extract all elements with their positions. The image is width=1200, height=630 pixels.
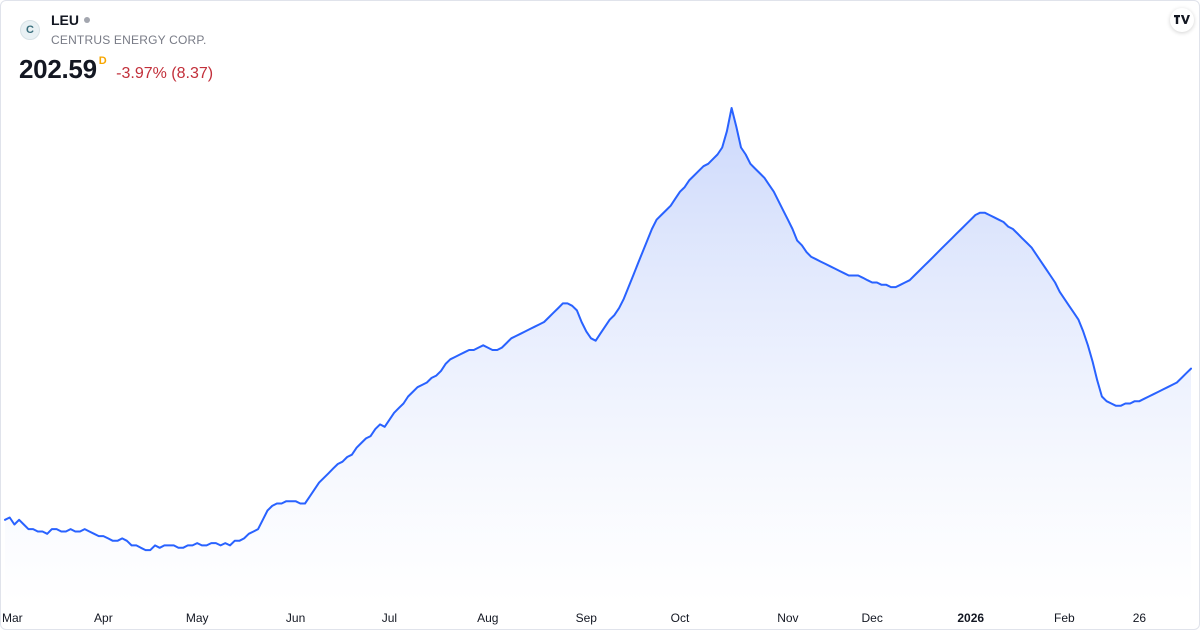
x-tick-label: Sep bbox=[576, 611, 598, 625]
x-tick-label: Dec bbox=[862, 611, 883, 625]
x-tick-label: Jul bbox=[382, 611, 397, 625]
company-logo[interactable]: C bbox=[20, 20, 40, 40]
price-change: -3.97% (8.37) bbox=[116, 65, 214, 82]
tradingview-logo-icon[interactable] bbox=[1170, 8, 1194, 32]
last-price: 202.59 bbox=[19, 54, 97, 84]
x-tick-label: Mar bbox=[2, 611, 23, 625]
x-tick-label: Oct bbox=[671, 611, 690, 625]
x-tick-label: Apr bbox=[94, 611, 113, 625]
x-tick-label: Jun bbox=[286, 611, 305, 625]
market-status-dot bbox=[84, 17, 90, 23]
price-flag: D bbox=[98, 55, 107, 67]
x-tick-label: Feb bbox=[1054, 611, 1075, 625]
x-tick-label: 26 bbox=[1133, 611, 1147, 625]
company-name: CENTRUS ENERGY CORP. bbox=[51, 33, 207, 47]
price-row: 202.59 D -3.97% (8.37) bbox=[19, 54, 213, 85]
x-axis: Mar Apr May Jun Jul Aug Sep Oct Nov Dec 2026 Feb 26 bbox=[2, 611, 1146, 625]
x-tick-label: Aug bbox=[477, 611, 498, 625]
x-tick-label: 2026 bbox=[957, 611, 984, 625]
price-line bbox=[4, 107, 1192, 552]
ticker-row: LEU bbox=[51, 12, 90, 30]
ticker-symbol[interactable]: LEU bbox=[51, 12, 79, 28]
price-area-fill bbox=[5, 108, 1191, 604]
x-tick-label: May bbox=[186, 611, 209, 625]
x-tick-label: Nov bbox=[777, 611, 798, 625]
